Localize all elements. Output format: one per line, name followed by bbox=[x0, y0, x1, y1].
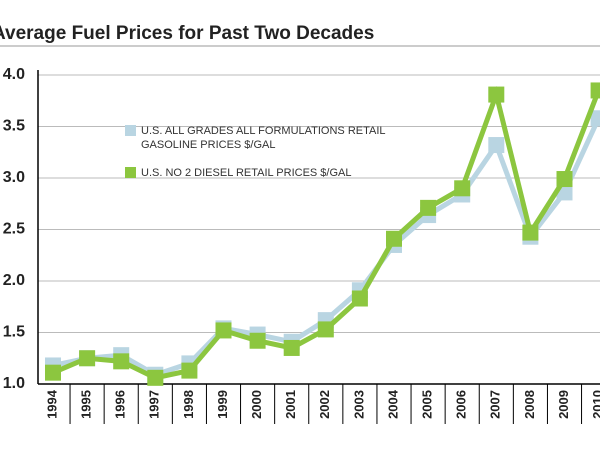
x-tick-label: 1994 bbox=[44, 389, 59, 419]
x-tick-label: 1997 bbox=[147, 390, 162, 419]
marker bbox=[317, 321, 334, 338]
y-tick-label: 3.0 bbox=[3, 169, 25, 186]
marker bbox=[351, 290, 368, 307]
x-tick-label: 2010 bbox=[590, 390, 600, 419]
x-tick-label: 2009 bbox=[556, 390, 571, 419]
marker bbox=[454, 180, 471, 197]
legend-label: U.S. ALL GRADES ALL FORMULATIONS RETAIL G… bbox=[141, 125, 386, 151]
x-tick-label: 2001 bbox=[283, 390, 298, 419]
x-tick-label: 1999 bbox=[215, 390, 230, 419]
marker bbox=[113, 353, 130, 370]
marker bbox=[488, 137, 505, 154]
marker bbox=[45, 364, 61, 381]
x-tick-label: 2008 bbox=[522, 390, 537, 419]
marker bbox=[420, 199, 437, 216]
legend-swatch bbox=[125, 125, 136, 136]
y-tick-label: 4.0 bbox=[3, 66, 25, 83]
marker bbox=[386, 230, 402, 247]
y-tick-label: 2.0 bbox=[3, 272, 25, 289]
marker bbox=[522, 224, 539, 241]
x-tick-label: 2006 bbox=[454, 390, 469, 419]
marker bbox=[215, 322, 232, 339]
legend-swatch bbox=[125, 167, 136, 178]
marker bbox=[590, 82, 600, 99]
marker bbox=[556, 171, 573, 188]
y-tick-label: 1.0 bbox=[3, 375, 25, 392]
x-tick-label: 2004 bbox=[385, 389, 400, 419]
marker bbox=[283, 339, 300, 356]
marker bbox=[590, 110, 600, 127]
x-tick-label: 2005 bbox=[420, 390, 435, 419]
legend-label: U.S. NO 2 DIESEL RETAIL PRICES $/GAL bbox=[141, 167, 352, 179]
y-tick-label: 1.5 bbox=[3, 324, 25, 341]
marker bbox=[147, 369, 164, 386]
marker bbox=[181, 362, 198, 379]
x-tick-label: 2003 bbox=[351, 390, 366, 419]
x-tick-label: 2002 bbox=[317, 390, 332, 419]
x-tick-label: 1996 bbox=[113, 390, 128, 419]
marker bbox=[79, 350, 96, 367]
x-tick-label: 2000 bbox=[249, 390, 264, 419]
chart-title: Average Fuel Prices for Past Two Decades bbox=[0, 23, 374, 44]
x-tick-label: 2007 bbox=[488, 390, 503, 419]
y-tick-label: 2.5 bbox=[3, 221, 25, 238]
x-tick-label: 1998 bbox=[181, 390, 196, 419]
y-tick-label: 3.5 bbox=[3, 118, 25, 135]
x-tick-label: 1995 bbox=[79, 390, 94, 419]
marker bbox=[249, 332, 266, 349]
marker bbox=[488, 86, 505, 103]
